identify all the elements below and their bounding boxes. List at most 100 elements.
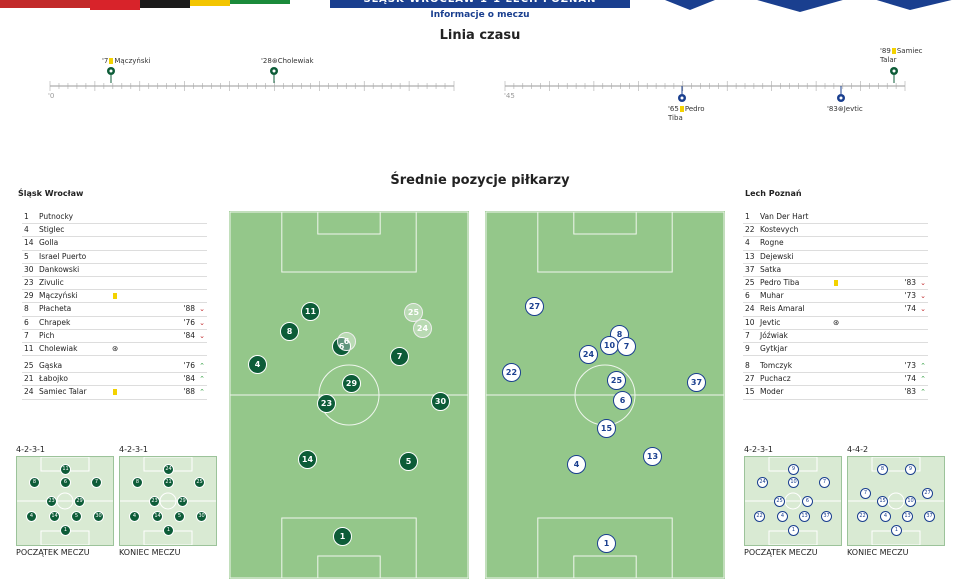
timeline-event[interactable]: '65 Pedro Tiba bbox=[668, 105, 705, 122]
timeline-title: Linia czasu bbox=[439, 28, 521, 43]
player-position-marker[interactable]: 25 bbox=[607, 371, 626, 390]
lineup-row[interactable]: 7 Jóźwiak bbox=[743, 330, 928, 343]
player-number: 7 bbox=[24, 330, 29, 340]
timeline-event[interactable]: '89 Samiec Talar bbox=[880, 47, 923, 64]
yellow-card-icon bbox=[109, 58, 114, 64]
player-position-marker[interactable]: 23 bbox=[317, 394, 336, 413]
lineup-row[interactable]: 23 Zivulic bbox=[22, 277, 207, 291]
timeline-event[interactable]: '7 Mączyński bbox=[102, 57, 151, 65]
lineup-row[interactable]: 22 Kostevych bbox=[743, 224, 928, 238]
player-position-marker[interactable]: 7 bbox=[390, 347, 409, 366]
lineup-row[interactable]: 24 Samiec Talar '88 ⌃ bbox=[22, 386, 207, 400]
lineup-row[interactable]: 4 Rogne bbox=[743, 237, 928, 251]
away-event-pin-icon bbox=[837, 86, 845, 102]
lineup-row[interactable]: 7 Pich '84 ⌄ bbox=[22, 330, 207, 343]
formation-player-marker: 13 bbox=[902, 511, 913, 522]
player-position-marker[interactable]: 27 bbox=[525, 297, 544, 316]
away-formation-end-diagram: 8 9 7 15 10 27 22 4 13 37 1 bbox=[847, 456, 945, 546]
player-name: Mączyński bbox=[39, 291, 78, 301]
player-position-marker[interactable]: 24 bbox=[413, 319, 432, 338]
player-name: Puchacz bbox=[760, 374, 791, 384]
lineup-row[interactable]: 4 Stiglec bbox=[22, 224, 207, 238]
lineup-row[interactable]: 6 Muhar '73 ⌄ bbox=[743, 290, 928, 304]
player-position-marker[interactable]: 37 bbox=[687, 373, 706, 392]
lineup-row[interactable]: 27 Puchacz '74 ⌃ bbox=[743, 373, 928, 387]
match-info-link[interactable]: Informacje o meczu bbox=[430, 10, 530, 20]
substitution-minute: '83 bbox=[904, 277, 916, 287]
timeline-event[interactable]: '83⊛Jevtic bbox=[827, 105, 863, 113]
player-position-marker[interactable]: 29 bbox=[342, 374, 361, 393]
home-team-name: Śląsk Wrocław bbox=[18, 189, 84, 198]
player-position-marker[interactable]: 14 bbox=[298, 450, 317, 469]
player-name: Gytkjar bbox=[760, 343, 788, 353]
lineup-row[interactable]: 8 Tomczyk '73 ⌃ bbox=[743, 360, 928, 374]
lineup-row[interactable]: 13 Dejewski bbox=[743, 251, 928, 264]
player-position-marker[interactable]: 6 bbox=[613, 391, 632, 410]
lineup-row[interactable]: 30 Dankowski bbox=[22, 264, 207, 277]
player-name: Satka bbox=[760, 264, 782, 274]
timeline-event[interactable]: '28⊛Cholewiak bbox=[261, 57, 314, 65]
player-position-marker[interactable]: 30 bbox=[431, 392, 450, 411]
substitution-minute: '88 bbox=[183, 304, 195, 314]
player-number: 10 bbox=[745, 317, 755, 327]
match-header: ŚLĄSK WROCŁAW 1-1 LECH POZNAŃ Informacje… bbox=[0, 0, 960, 26]
lineup-row[interactable]: 6 Chrapek '76 ⌄ bbox=[22, 317, 207, 330]
player-position-marker[interactable]: 1 bbox=[333, 527, 352, 546]
formation-player-marker: 1 bbox=[788, 525, 799, 536]
player-position-marker[interactable]: 1 bbox=[597, 534, 616, 553]
player-position-marker[interactable]: 22 bbox=[502, 363, 521, 382]
lineup-row[interactable]: 10 Jevtic ⊛ bbox=[743, 317, 928, 330]
lineup-row[interactable]: 15 Moder '83 ⌃ bbox=[743, 386, 928, 400]
away-average-positions-pitch: 27 8 10 7 24 22 25 37 6 15 13 4 1 bbox=[485, 211, 725, 579]
formation-player-marker: 9 bbox=[905, 464, 916, 475]
player-position-marker[interactable]: 7 bbox=[617, 337, 636, 356]
lineup-row[interactable]: 29 Mączyński bbox=[22, 290, 207, 304]
away-event-pin-icon bbox=[678, 86, 686, 102]
formation-player-marker: 25 bbox=[194, 477, 205, 488]
lineup-row[interactable]: 5 Israel Puerto bbox=[22, 251, 207, 264]
lineup-row[interactable]: 8 Płacheta '88 ⌄ bbox=[22, 303, 207, 317]
player-number: 24 bbox=[745, 304, 755, 314]
lineup-row[interactable]: 24 Reis Amaral '74 ⌄ bbox=[743, 303, 928, 317]
player-name: Rogne bbox=[760, 238, 784, 248]
formation-player-marker: 5 bbox=[71, 511, 82, 522]
player-name: Samiec Talar bbox=[39, 387, 87, 397]
player-position-marker[interactable]: 13 bbox=[643, 447, 662, 466]
formation-player-marker: 6 bbox=[802, 496, 813, 507]
home-formation-end-diagram: 24 8 21 25 23 29 4 14 5 30 1 bbox=[119, 456, 217, 546]
lineup-row[interactable]: 21 Łabojko '84 ⌃ bbox=[22, 373, 207, 387]
player-position-marker[interactable]: 8 bbox=[280, 322, 299, 341]
player-position-marker[interactable]: 24 bbox=[579, 345, 598, 364]
formation-player-marker: 14 bbox=[152, 511, 163, 522]
formation-player-marker: 29 bbox=[74, 496, 85, 507]
score-line: ŚLĄSK WROCŁAW 1-1 LECH POZNAŃ bbox=[330, 0, 630, 8]
substitution-minute: '88 bbox=[183, 387, 195, 397]
ball-icon: ⊛ bbox=[833, 317, 840, 327]
lineup-row[interactable]: 1 Putnocky bbox=[22, 211, 207, 225]
lineup-row[interactable]: 11 Cholewiak ⊛ bbox=[22, 343, 207, 357]
player-position-marker[interactable]: 6 bbox=[337, 332, 356, 351]
lineup-row[interactable]: 25 Gąska '76 ⌃ bbox=[22, 360, 207, 374]
lineup-row[interactable]: 9 Gytkjar bbox=[743, 343, 928, 357]
formation-player-marker: 7 bbox=[860, 488, 871, 499]
player-position-marker[interactable]: 4 bbox=[248, 355, 267, 374]
substitution-minute: '74 bbox=[904, 374, 916, 384]
sub-on-arrow-icon: ⌃ bbox=[920, 362, 926, 370]
yellow-card-icon bbox=[679, 106, 684, 112]
formation-player-marker: 27 bbox=[922, 488, 933, 499]
player-position-marker[interactable]: 11 bbox=[301, 302, 320, 321]
player-position-marker[interactable]: 4 bbox=[567, 455, 586, 474]
home-event-pin-icon bbox=[890, 67, 898, 83]
player-position-marker[interactable]: 5 bbox=[399, 452, 418, 471]
formation-player-marker: 8 bbox=[877, 464, 888, 475]
lineup-row[interactable]: 37 Satka bbox=[743, 264, 928, 277]
player-position-marker[interactable]: 15 bbox=[597, 419, 616, 438]
substitution-minute: '73 bbox=[904, 291, 916, 301]
formation-player-marker: 10 bbox=[788, 477, 799, 488]
player-number: 9 bbox=[745, 343, 750, 353]
lineup-row[interactable]: 25 Pedro Tiba '83 ⌄ bbox=[743, 277, 928, 291]
lineup-row[interactable]: 14 Golla bbox=[22, 237, 207, 251]
player-position-marker[interactable]: 25 bbox=[404, 303, 423, 322]
lineup-row[interactable]: 1 Van Der Hart bbox=[743, 211, 928, 225]
player-number: 14 bbox=[24, 238, 34, 248]
